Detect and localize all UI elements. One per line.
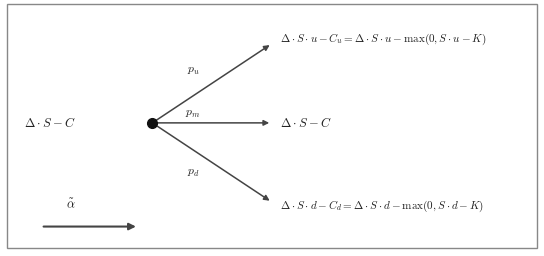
Text: $p_u$: $p_u$	[187, 64, 200, 77]
Text: $\Delta \cdot S - C$: $\Delta \cdot S - C$	[280, 116, 332, 130]
Text: $p_m$: $p_m$	[186, 108, 201, 120]
Text: $\Delta \cdot S \cdot d - C_d = \Delta \cdot S \cdot d - \mathrm{max}(0, S \cdot: $\Delta \cdot S \cdot d - C_d = \Delta \…	[280, 198, 484, 214]
Text: $\Delta \cdot S \cdot u - C_u = \Delta \cdot S \cdot u - \mathrm{max}(0, S \cdot: $\Delta \cdot S \cdot u - C_u = \Delta \…	[280, 32, 486, 47]
Text: $\tilde{\alpha}$: $\tilde{\alpha}$	[66, 198, 76, 211]
Text: $p_d$: $p_d$	[187, 166, 200, 179]
Text: $\Delta \cdot S - C$: $\Delta \cdot S - C$	[24, 116, 76, 130]
